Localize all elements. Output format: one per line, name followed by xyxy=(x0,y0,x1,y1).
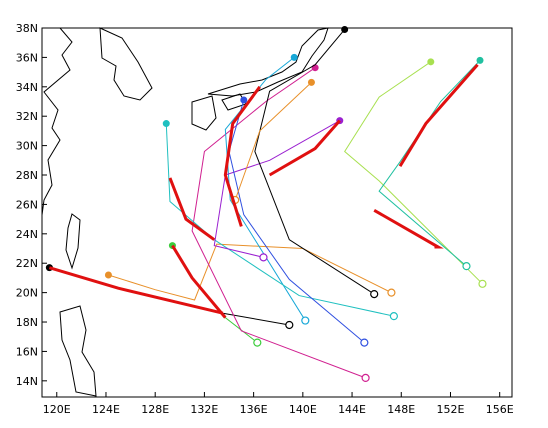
coastlines xyxy=(41,27,329,397)
track-end xyxy=(427,58,435,66)
x-tick-label: 132E xyxy=(190,403,218,416)
track xyxy=(108,243,392,301)
track-end xyxy=(476,56,484,64)
taiwan xyxy=(65,213,81,270)
kyushu xyxy=(191,95,217,131)
y-tick-label: 34N xyxy=(16,81,38,94)
x-tick-label: 128E xyxy=(141,403,169,416)
track xyxy=(378,59,481,267)
track xyxy=(223,85,261,227)
track-end xyxy=(240,96,248,104)
track-start xyxy=(301,316,310,325)
track-start xyxy=(285,320,294,330)
x-tick-label: 136E xyxy=(240,403,268,416)
x-tick-label: 144E xyxy=(338,403,366,416)
track-start xyxy=(253,338,262,347)
y-tick-label: 38N xyxy=(16,22,38,35)
track xyxy=(224,57,306,321)
korea xyxy=(99,27,153,101)
track xyxy=(268,119,341,177)
y-tick-label: 32N xyxy=(16,110,38,123)
y-tick-label: 18N xyxy=(16,316,38,329)
track xyxy=(344,61,483,285)
frame xyxy=(41,27,513,398)
track-end xyxy=(341,25,349,33)
y-tick-label: 24N xyxy=(16,228,38,241)
track-start xyxy=(462,262,471,271)
track-start xyxy=(361,373,370,382)
track xyxy=(234,82,312,201)
x-tick-label: 156E xyxy=(486,403,514,416)
y-tick-label: 16N xyxy=(16,345,38,358)
y-tick-label: 14N xyxy=(16,375,38,388)
track xyxy=(48,266,224,315)
luzon xyxy=(59,305,97,397)
x-tick-label: 152E xyxy=(437,403,465,416)
honshu xyxy=(207,27,329,97)
track-start xyxy=(478,279,487,288)
track xyxy=(168,177,216,241)
track-end xyxy=(104,271,112,279)
x-tick-label: 148E xyxy=(387,403,415,416)
track xyxy=(171,244,227,319)
track-start xyxy=(387,288,396,297)
track-end xyxy=(290,53,298,61)
y-tick-label: 22N xyxy=(16,257,38,270)
track xyxy=(191,67,366,379)
track-end xyxy=(162,120,170,128)
y-tick-label: 30N xyxy=(16,140,38,153)
y-tick-label: 28N xyxy=(16,169,38,182)
track-start xyxy=(370,289,379,299)
y-tick-label: 20N xyxy=(16,287,38,300)
track xyxy=(398,63,479,167)
track xyxy=(254,29,375,295)
china-coast xyxy=(41,27,73,216)
track xyxy=(373,208,444,249)
track-start xyxy=(389,312,398,321)
track xyxy=(49,267,290,326)
axes: 120E 124E 128E 132E 136E 140E 144E 148E 152E 156E… xyxy=(16,22,514,416)
track-start xyxy=(360,338,369,347)
x-tick-label: 140E xyxy=(289,403,317,416)
track-start xyxy=(259,253,268,262)
x-tick-label: 120E xyxy=(43,403,71,416)
track-end xyxy=(307,78,315,86)
track xyxy=(228,99,365,343)
x-tick-label: 124E xyxy=(92,403,120,416)
y-tick-label: 36N xyxy=(16,51,38,64)
y-tick-label: 26N xyxy=(16,198,38,211)
tracks xyxy=(45,25,487,382)
